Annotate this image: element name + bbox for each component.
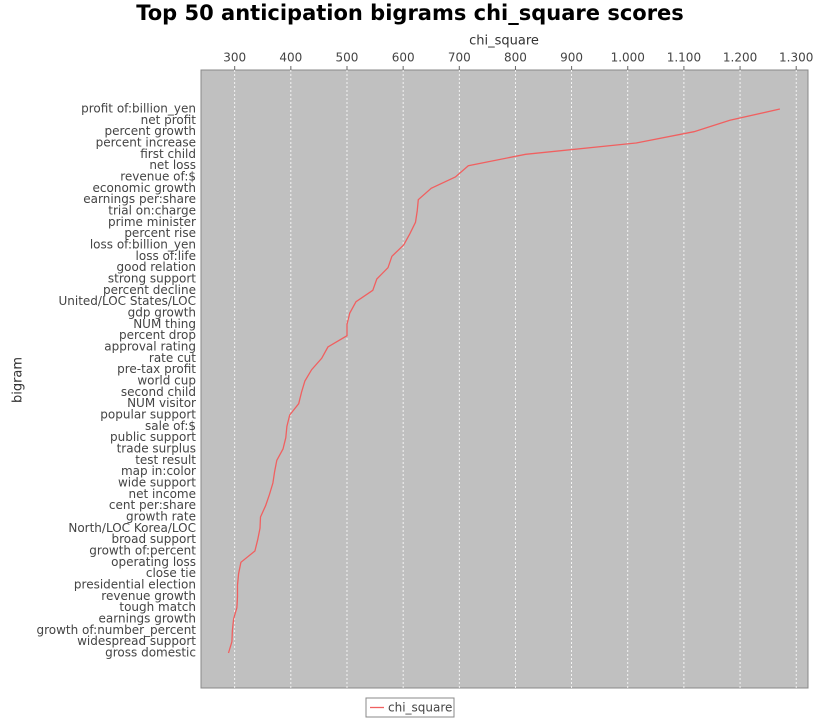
x-tick-label: 800 <box>504 51 527 65</box>
y-tick-label: popular support <box>100 408 196 422</box>
x-tick-label: 500 <box>336 51 359 65</box>
x-tick-label: 1.000 <box>611 51 645 65</box>
y-tick-label: world cup <box>137 374 196 388</box>
y-tick-label: net profit <box>141 113 197 127</box>
y-tick-label: sale of:$ <box>145 419 196 433</box>
y-tick-label: wide support <box>118 476 196 490</box>
y-tick-label: tough match <box>119 600 196 614</box>
x-axis-label: chi_square <box>469 34 539 49</box>
y-tick-label: profit of:billion_yen <box>81 102 196 116</box>
y-tick-label: trial on:charge <box>108 204 196 218</box>
y-tick-label: United/LOC States/LOC <box>58 294 196 308</box>
y-tick-label: public support <box>110 430 196 444</box>
chart-title: Top 50 anticipation bigrams chi_square s… <box>136 1 684 25</box>
y-tick-label: close tie <box>146 566 196 580</box>
y-tick-label: NUM thing <box>133 317 196 331</box>
y-tick-label: broad support <box>112 532 197 546</box>
y-tick-label: first child <box>140 147 196 161</box>
y-tick-label: prime minister <box>108 215 196 229</box>
y-tick-label: growth of:number_percent <box>36 623 196 637</box>
y-tick-label: good relation <box>117 260 196 274</box>
x-tick-label: 300 <box>223 51 246 65</box>
x-tick-label: 400 <box>279 51 302 65</box>
y-tick-label: test result <box>135 453 196 467</box>
y-tick-label: net income <box>129 487 196 501</box>
y-tick-label: approval rating <box>104 340 196 354</box>
y-tick-label: revenue growth <box>101 589 196 603</box>
y-tick-label: loss of:life <box>136 249 196 263</box>
y-tick-label: net loss <box>149 158 196 172</box>
y-tick-label: earnings per:share <box>83 192 196 206</box>
y-tick-label: pre-tax profit <box>117 362 196 376</box>
y-tick-label: earnings growth <box>99 612 196 626</box>
y-tick-label: growth of:percent <box>89 544 196 558</box>
y-tick-label: second child <box>121 385 196 399</box>
y-tick-label: percent increase <box>96 136 196 150</box>
y-tick-label: strong support <box>108 272 196 286</box>
y-tick-label: percent decline <box>103 283 196 297</box>
x-tick-label: 600 <box>392 51 415 65</box>
x-tick-label: 1.200 <box>723 51 757 65</box>
y-tick-label: percent growth <box>104 124 196 138</box>
y-tick-label: NUM visitor <box>127 396 196 410</box>
x-tick-label: 900 <box>560 51 583 65</box>
y-tick-label: loss of:billion_yen <box>90 238 196 252</box>
y-tick-label: economic growth <box>93 181 196 195</box>
y-tick-label: operating loss <box>111 555 196 569</box>
y-tick-label: map in:color <box>121 464 196 478</box>
legend-label: chi_square <box>388 701 452 715</box>
y-tick-label: percent drop <box>119 328 196 342</box>
y-tick-label: growth rate <box>126 510 196 524</box>
y-tick-label: presidential election <box>74 578 196 592</box>
y-tick-label: rate cut <box>149 351 196 365</box>
y-tick-label: trade surplus <box>117 442 196 456</box>
legend-box <box>365 697 455 718</box>
y-tick-label: cent per:share <box>109 498 196 512</box>
x-tick-label: 1.100 <box>667 51 701 65</box>
x-tick-label: 700 <box>448 51 471 65</box>
x-tick-label: 1.300 <box>779 51 813 65</box>
y-tick-label: North/LOC Korea/LOC <box>68 521 196 535</box>
y-tick-label: gross domestic <box>105 646 196 660</box>
y-tick-label: percent rise <box>124 226 196 240</box>
y-tick-label: widespread support <box>77 634 196 648</box>
data-line <box>227 108 781 654</box>
y-axis-label: bigram <box>11 357 26 403</box>
y-tick-label: revenue of:$ <box>120 170 196 184</box>
plot-area <box>200 69 809 689</box>
y-tick-label: gdp growth <box>128 306 196 320</box>
